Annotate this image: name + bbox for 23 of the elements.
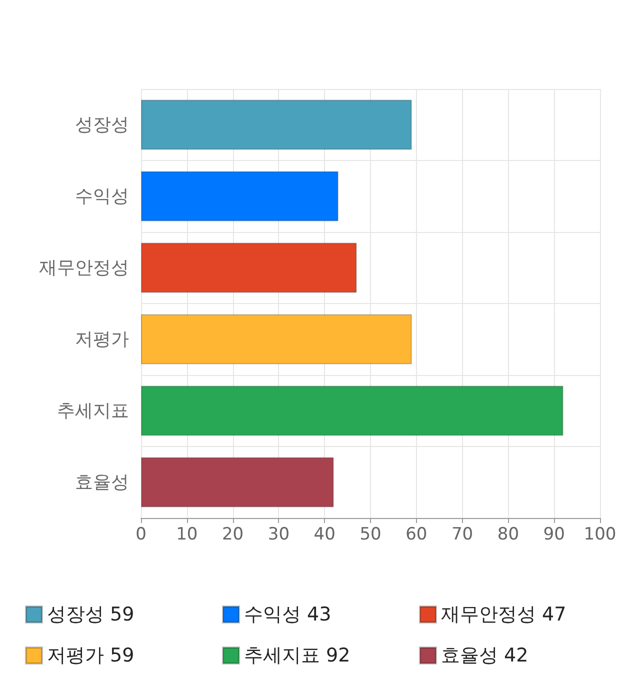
legend-label: 성장성 59 [47,604,134,626]
x-tick-label: 70 [451,524,474,544]
y-tick-label: 효율성 [75,472,129,493]
legend-label: 재무안정성 47 [441,604,566,626]
y-tick-label: 수익성 [75,186,129,207]
legend-label: 추세지표 92 [244,644,350,666]
y-tick-label: 저평가 [75,328,129,350]
x-tick-label: 60 [406,524,428,544]
x-tick-label: 10 [176,524,198,544]
x-tick-label: 50 [360,524,382,544]
x-tick-label: 40 [314,524,336,544]
legend-label: 저평가 59 [47,644,134,666]
y-tick-label: 성장성 [75,114,129,136]
x-tick-label: 100 [584,524,616,544]
x-tick-label: 0 [136,524,146,544]
y-tick-label: 재무안정성 [39,257,129,278]
y-tick-label: 추세지표 [57,400,129,422]
legend-label: 수익성 43 [244,604,332,626]
x-tick-label: 90 [543,524,565,544]
x-tick-label: 30 [268,524,290,544]
legend-label: 효율성 42 [441,644,528,666]
x-tick-label: 80 [497,524,520,544]
x-tick-label: 20 [222,524,244,544]
